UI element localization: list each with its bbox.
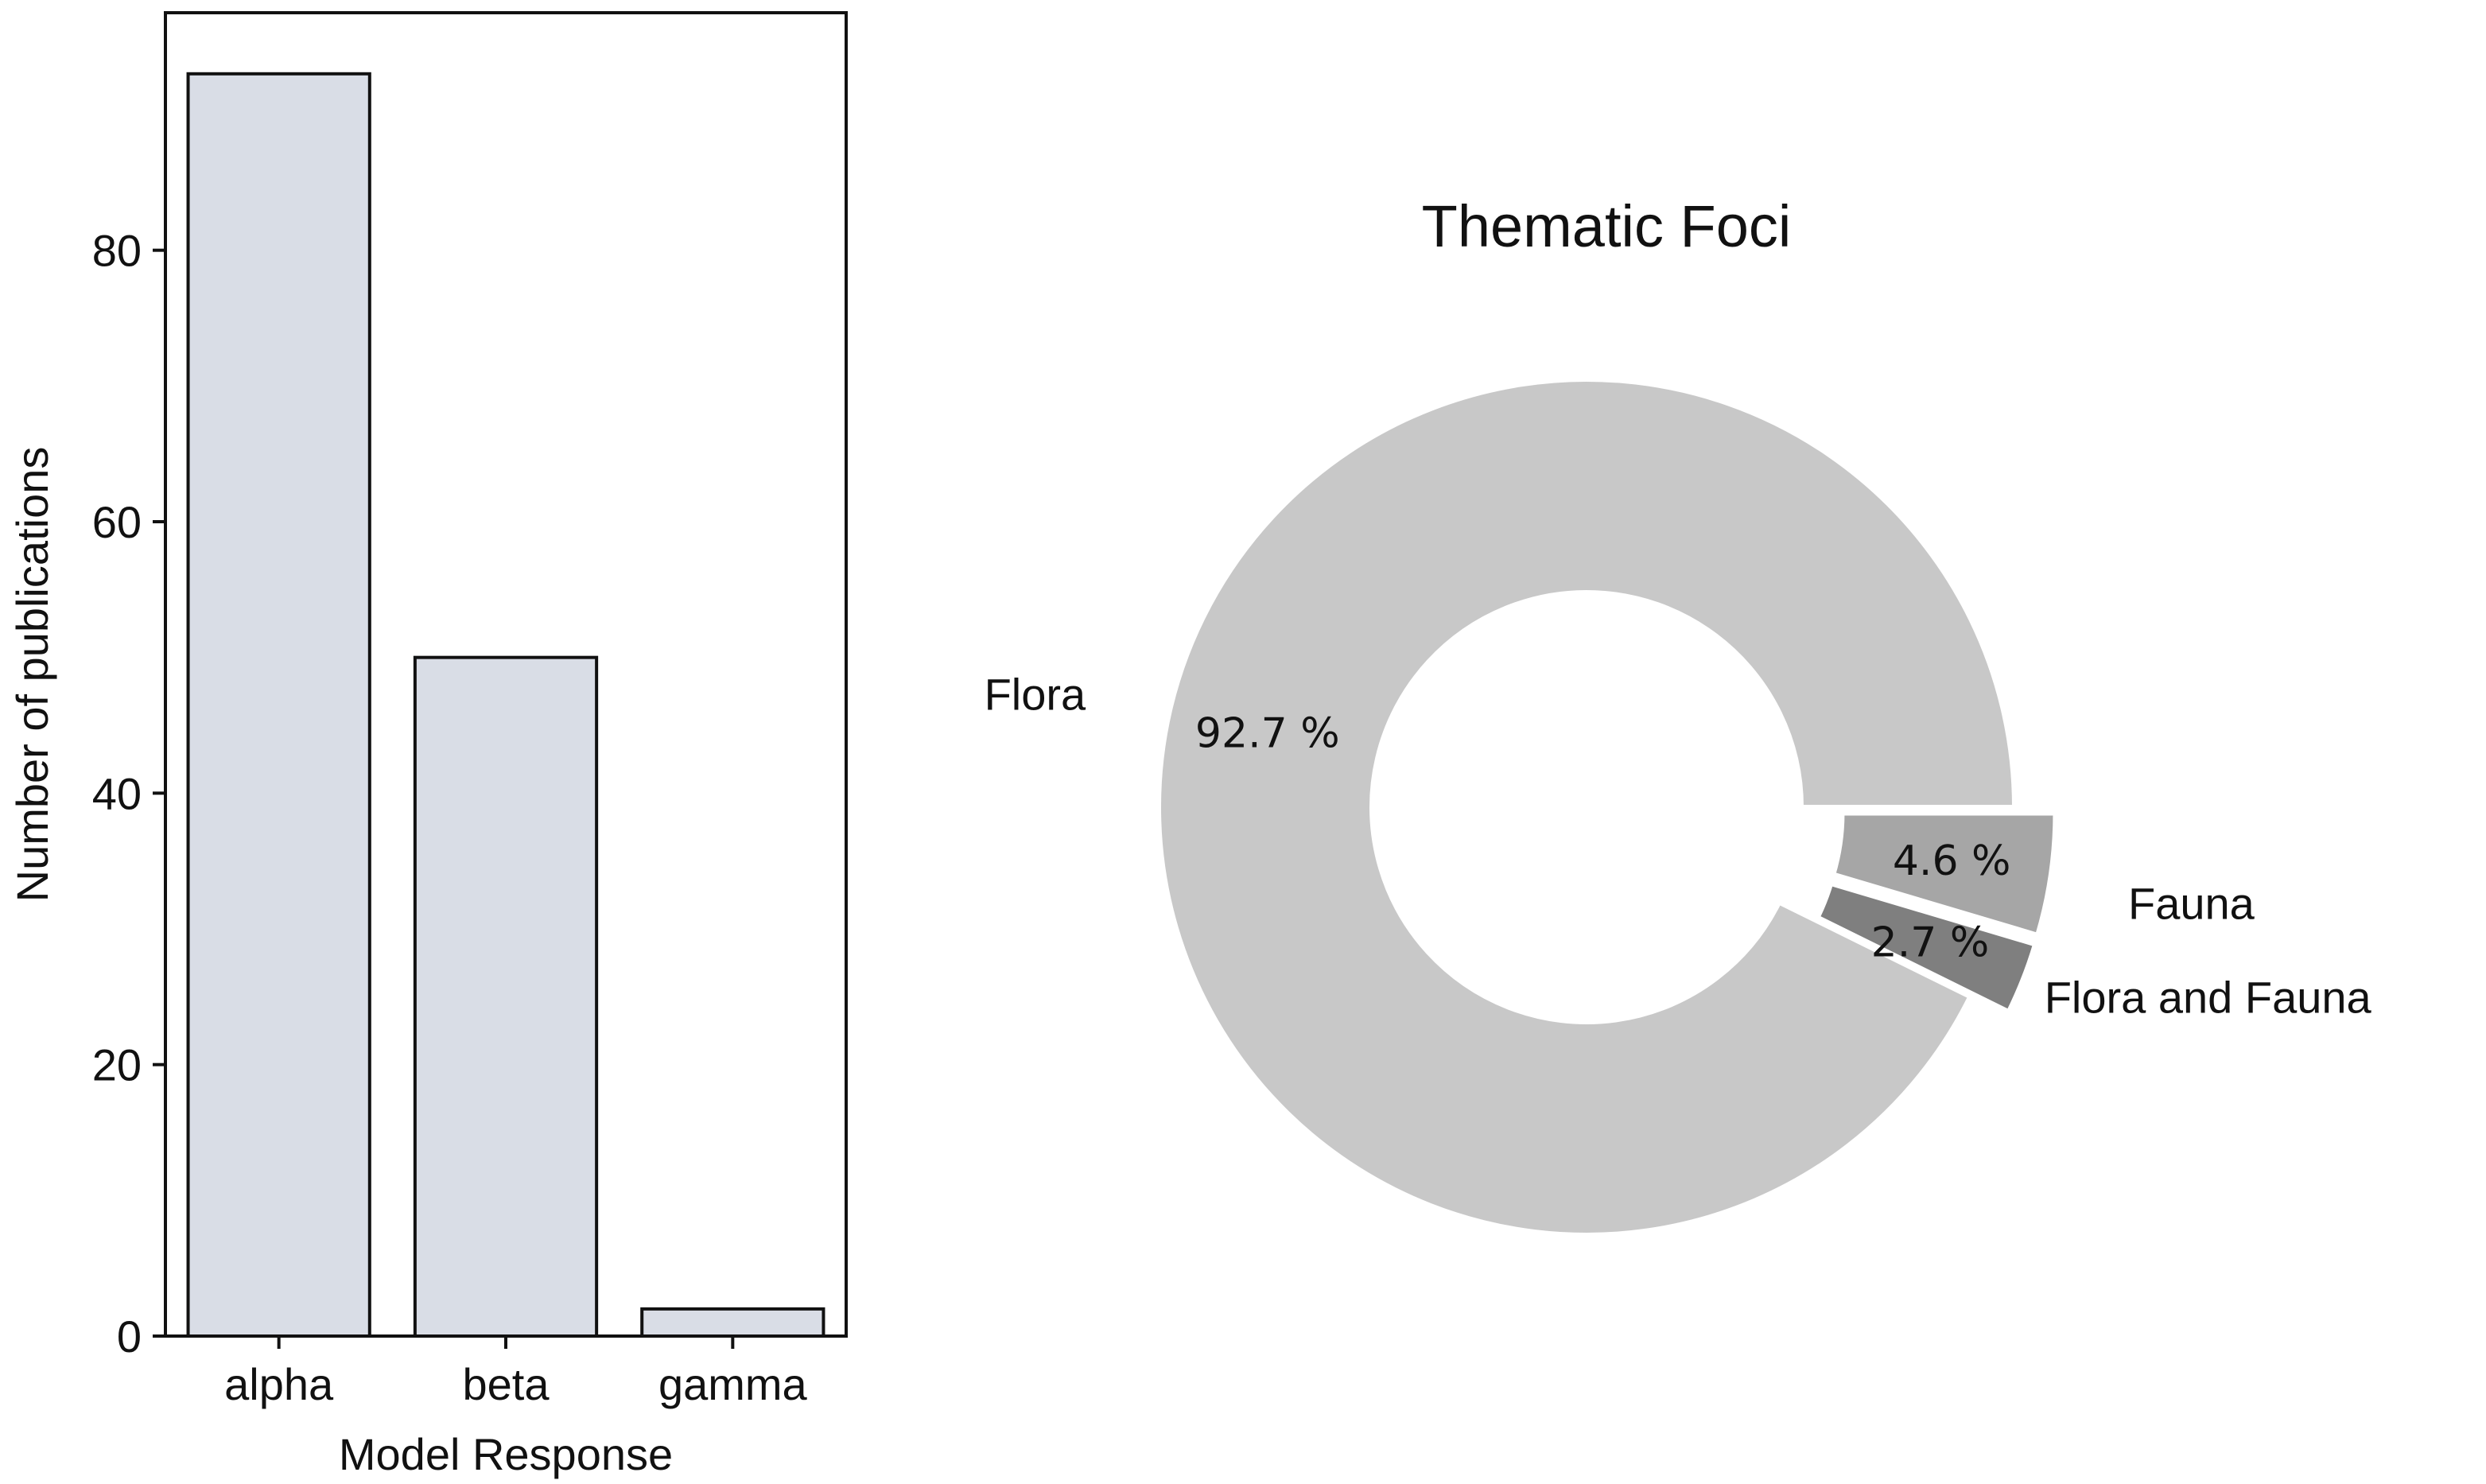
x-tick-label: gamma	[658, 1359, 808, 1409]
x-tick-label: alpha	[224, 1359, 334, 1409]
donut-slices	[1156, 376, 2058, 1237]
x-ticks: alpha beta gamma	[224, 1336, 808, 1409]
slice-label-flora: Flora	[985, 670, 1086, 720]
y-axis-title: Number of publications	[7, 447, 57, 903]
slice-label-flora-and-fauna: Flora and Fauna	[2045, 973, 2372, 1023]
pct-label-flora-and-fauna: 2.7 %	[1871, 919, 1990, 966]
bar-group	[186, 72, 825, 1338]
pct-label-flora: 92.7 %	[1195, 709, 1340, 757]
x-tick-label: beta	[463, 1359, 550, 1409]
y-tick-label: 20	[92, 1040, 142, 1090]
bar-beta	[413, 655, 599, 1338]
donut-chart-title: Thematic Foci	[1422, 193, 1792, 259]
y-tick-label: 0	[117, 1311, 142, 1362]
donut-chart: Thematic Foci 92.7 % Flora 2.7 % Flora and …	[985, 193, 2372, 1237]
pct-label-fauna: 4.6 %	[1893, 837, 2011, 885]
y-tick-label: 80	[92, 226, 142, 276]
y-ticks: 0 20 40 60 80	[92, 226, 165, 1362]
slice-label-fauna: Fauna	[2128, 878, 2255, 928]
donut-labels: 92.7 % Flora 2.7 % Flora and Fauna 4.6 % Faun…	[985, 670, 2372, 1023]
x-axis-title: Model Response	[339, 1429, 673, 1479]
slice-flora-and-fauna	[1814, 880, 2038, 1016]
y-tick-label: 40	[92, 768, 142, 818]
bar-gamma	[640, 1307, 825, 1338]
slice-flora	[1156, 376, 2018, 1237]
y-tick-label: 60	[92, 497, 142, 547]
bar-alpha	[186, 72, 371, 1338]
slice-fauna	[1830, 810, 2058, 938]
